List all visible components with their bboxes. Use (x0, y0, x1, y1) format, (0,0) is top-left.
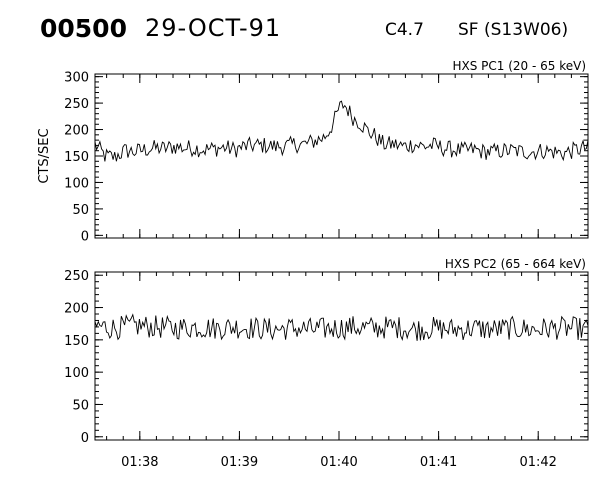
panel-1-ytick-label: 50 (72, 203, 89, 218)
panel-2-frame (94, 271, 589, 441)
panel-2-ytick-label: 250 (64, 269, 89, 284)
panel-1-ytick-label: 200 (64, 124, 89, 139)
panel-1-title: HXS PC1 (20 - 65 keV) (452, 59, 586, 73)
panel-2-xtick-label: 01:41 (420, 455, 457, 470)
panel-2-ytick-label: 0 (81, 431, 89, 446)
panel-2-title: HXS PC2 (65 - 664 keV) (445, 257, 586, 271)
panel-2-xtick-label: 01:38 (121, 455, 158, 470)
panel-2-xtick-label: 01:39 (221, 455, 258, 470)
panel-1-ytick-label: 300 (64, 71, 89, 86)
event-id: 00500 (40, 14, 127, 43)
flare-info: SF (S13W06) (458, 20, 569, 40)
panel-2-xtick-label: 01:42 (519, 455, 556, 470)
panel-1-ytick-label: 0 (81, 229, 89, 244)
panel-1-series-line (94, 100, 589, 162)
panel-2-ytick-label: 150 (64, 334, 89, 349)
panel-1-frame (94, 73, 589, 239)
panel-1-ytick-label: 150 (64, 150, 89, 165)
panel-1-ytick-label: 100 (64, 176, 89, 191)
panel-2-series-line (94, 313, 589, 342)
event-date: 29-OCT-91 (145, 14, 282, 42)
panel-2-ytick-label: 200 (64, 302, 89, 317)
panel-1-ylabel: CTS/SEC (37, 128, 52, 183)
panel-2-ytick-label: 50 (72, 398, 89, 413)
panel-2-xtick-label: 01:40 (320, 455, 357, 470)
panel-1-ytick-label: 250 (64, 97, 89, 112)
goes-class: C4.7 (385, 20, 424, 40)
panel-2-ytick-label: 100 (64, 366, 89, 381)
